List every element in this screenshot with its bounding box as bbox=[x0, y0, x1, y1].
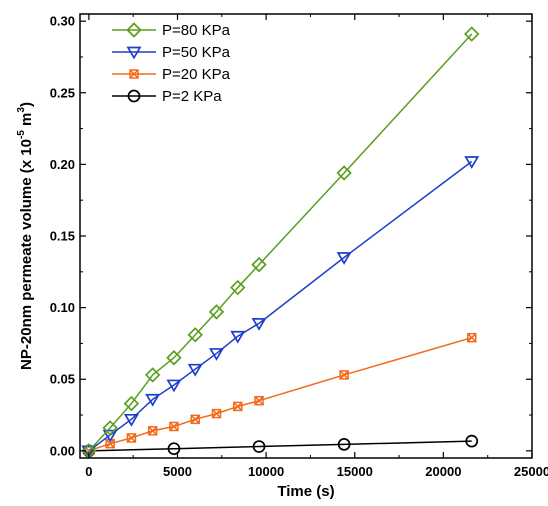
data-point-marker bbox=[230, 279, 246, 296]
data-point-marker bbox=[230, 330, 246, 344]
y-tick-label: 0.15 bbox=[50, 229, 75, 244]
data-point-marker bbox=[251, 318, 267, 331]
series-p-80-kpa bbox=[81, 26, 480, 459]
data-point-marker bbox=[466, 332, 477, 343]
series-line bbox=[88, 440, 472, 452]
data-point-marker bbox=[464, 156, 480, 169]
data-point-marker bbox=[126, 433, 137, 443]
y-axis-title: NP-20nm permeate volume (x 10-5 m3) bbox=[16, 102, 35, 370]
x-tick-label: 0 bbox=[85, 464, 92, 479]
data-point-marker bbox=[208, 304, 225, 320]
data-point-marker bbox=[252, 440, 266, 453]
data-point-marker bbox=[123, 395, 140, 412]
data-point-marker bbox=[169, 421, 179, 432]
legend-marker bbox=[129, 69, 139, 79]
y-axis-title-exponent: -5 bbox=[16, 130, 27, 139]
legend-label: P=20 KPa bbox=[162, 66, 231, 83]
data-point-marker bbox=[465, 434, 479, 448]
y-axis-title-unit: m bbox=[18, 113, 35, 131]
y-tick-label: 0.25 bbox=[50, 85, 75, 100]
legend-entry: P=50 KPa bbox=[112, 44, 231, 61]
data-point-marker bbox=[187, 363, 203, 377]
y-tick-label: 0.10 bbox=[50, 300, 75, 315]
data-point-marker bbox=[337, 438, 351, 451]
legend-marker bbox=[127, 89, 141, 103]
legend-entry: P=2 KPa bbox=[112, 88, 222, 105]
data-point-marker bbox=[144, 367, 161, 383]
legend-label: P=2 KPa bbox=[162, 88, 222, 105]
y-axis-title-main: NP-20nm permeate volume (x 10 bbox=[18, 139, 35, 370]
x-tick-label: 5000 bbox=[163, 464, 192, 479]
data-point-marker bbox=[339, 370, 349, 380]
plot-frame bbox=[79, 13, 533, 459]
y-axis-title-unit-exponent: 3 bbox=[16, 107, 27, 113]
legend-marker bbox=[126, 46, 142, 60]
y-tick-label: 0.30 bbox=[50, 14, 75, 29]
legend-label: P=50 KPa bbox=[162, 44, 231, 61]
x-tick-label: 15000 bbox=[337, 464, 373, 479]
y-tick-label: 0.05 bbox=[50, 372, 75, 387]
data-point-marker bbox=[464, 26, 480, 42]
data-point-marker bbox=[336, 252, 352, 265]
series-line bbox=[88, 160, 473, 452]
x-tick-label: 10000 bbox=[248, 464, 284, 479]
data-point-marker bbox=[145, 393, 161, 407]
axes-layer: 0 5000 10000 15000 20000 25000 0.00 0.05 0.10 0.1… bbox=[50, 14, 548, 479]
x-tick-label: 20000 bbox=[425, 464, 461, 479]
data-point-marker bbox=[166, 379, 182, 393]
series-layer bbox=[81, 26, 480, 459]
data-point-marker bbox=[336, 165, 352, 181]
legend-entry: P=80 KPa bbox=[112, 22, 231, 39]
y-axis-title-close: ) bbox=[18, 102, 35, 107]
x-axis-title: Time (s) bbox=[277, 483, 334, 500]
y-tick-label: 0.20 bbox=[50, 157, 75, 172]
data-point-marker bbox=[211, 408, 222, 419]
data-point-marker bbox=[167, 442, 181, 456]
legend-marker bbox=[126, 22, 142, 38]
data-point-marker bbox=[233, 401, 243, 412]
series-p-50-kpa bbox=[81, 156, 480, 459]
series-p-20-kpa bbox=[84, 332, 477, 456]
data-point-marker bbox=[102, 429, 118, 443]
data-point-marker bbox=[147, 426, 158, 436]
data-point-marker bbox=[254, 395, 264, 406]
data-point-marker bbox=[123, 413, 139, 427]
data-point-marker bbox=[251, 256, 267, 273]
series-line bbox=[88, 33, 473, 452]
legend: P=80 KPa P=50 KPa P=20 KPa P=2 KPa bbox=[112, 22, 231, 105]
x-tick-label: 25000 bbox=[514, 464, 548, 479]
data-point-marker bbox=[190, 414, 200, 425]
series-p-2-kpa bbox=[82, 434, 479, 458]
legend-label: P=80 KPa bbox=[162, 22, 231, 39]
data-point-marker bbox=[102, 420, 118, 436]
data-point-marker bbox=[166, 350, 182, 366]
data-point-marker bbox=[187, 327, 203, 343]
legend-entry: P=20 KPa bbox=[112, 66, 231, 83]
y-tick-label: 0.00 bbox=[50, 443, 75, 458]
data-point-marker bbox=[209, 348, 224, 361]
